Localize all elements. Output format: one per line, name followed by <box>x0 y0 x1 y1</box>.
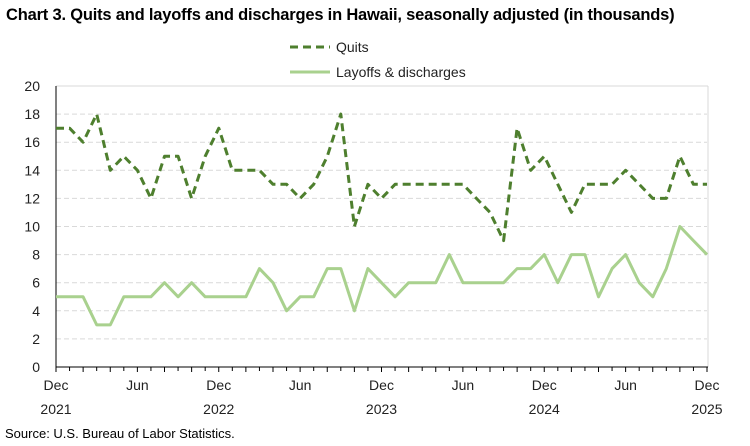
series-line-quits <box>56 112 707 243</box>
source-note: Source: U.S. Bureau of Labor Statistics. <box>5 426 235 441</box>
x-tick-label-month: Dec <box>695 377 720 393</box>
series-line-layoffs-discharges <box>56 225 709 327</box>
legend-label: Layoffs & discharges <box>336 64 466 80</box>
x-tick-label-month: Jun <box>289 377 312 393</box>
y-tick-label: 0 <box>32 359 40 375</box>
x-tick-label-year: 2021 <box>40 401 71 417</box>
y-tick-label: 14 <box>24 162 40 178</box>
legend-label: Quits <box>336 39 369 55</box>
y-tick-label: 6 <box>32 275 40 291</box>
x-tick-label-month: Dec <box>532 377 557 393</box>
y-tick-label: 18 <box>24 106 40 122</box>
chart-title: Chart 3. Quits and layoffs and discharge… <box>6 6 675 24</box>
x-tick-label-month: Dec <box>369 377 394 393</box>
x-tick-label-month: Dec <box>206 377 231 393</box>
y-tick-label: 8 <box>32 247 40 263</box>
x-tick-label-month: Jun <box>452 377 475 393</box>
x-tick-label-year: 2024 <box>529 401 560 417</box>
y-tick-label: 16 <box>24 134 40 150</box>
y-tick-label: 10 <box>24 219 40 235</box>
y-tick-label: 4 <box>32 303 40 319</box>
y-tick-label: 20 <box>24 78 40 94</box>
x-tick-label-month: Dec <box>44 377 69 393</box>
x-tick-label-month: Jun <box>126 377 149 393</box>
x-tick-label-year: 2025 <box>691 401 722 417</box>
y-tick-label: 2 <box>32 331 40 347</box>
x-tick-label-year: 2022 <box>203 401 234 417</box>
x-tick-label-month: Jun <box>614 377 637 393</box>
x-tick-label-year: 2023 <box>366 401 397 417</box>
y-tick-label: 12 <box>24 190 40 206</box>
